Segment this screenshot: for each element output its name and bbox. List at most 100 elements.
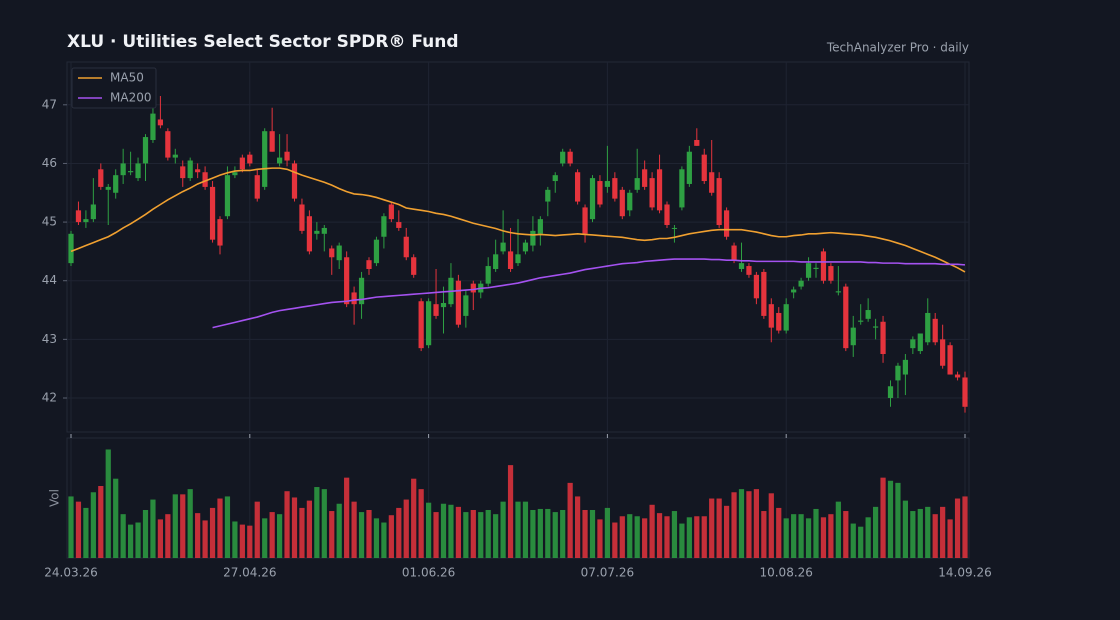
volume-bar [820,517,827,558]
volume-bar [642,518,648,558]
volume-bar [485,510,491,558]
volume-bar [619,516,625,558]
candle-body [425,301,432,346]
volume-bar [336,503,342,558]
volume-bar [507,465,514,558]
candle-body [291,163,298,199]
candle-body [872,326,879,328]
candle-body [805,263,812,278]
candle-body [463,295,469,316]
volume-bar [567,482,573,558]
volume-bar [656,513,663,558]
candle-body [567,151,573,164]
candle-body [738,263,745,269]
volume-bar [835,501,841,558]
volume-bar [887,480,894,558]
candle-body [68,233,74,264]
candle-body [910,339,916,349]
candle-body [500,242,506,252]
candle-body [642,169,648,187]
volume-bar [209,507,216,558]
candle-body [195,169,201,173]
volume-bar [195,513,201,558]
volume-bar [299,507,305,558]
y-tick-label: 43 [42,332,57,346]
volume-bar [686,517,692,558]
candle-body [716,178,722,226]
candle-body [403,236,409,258]
volume-bar [746,491,752,558]
candle-body [299,204,305,231]
volume-bar [865,517,871,558]
candle-body [381,216,387,237]
volume-bar [813,508,819,558]
volume-bar [455,506,462,558]
volume-bar [694,516,700,558]
candle-body [701,154,707,182]
volume-bar [895,482,901,558]
candle-body [411,257,417,275]
volume-bar [113,478,119,558]
candle-body [344,257,350,305]
legend-label: MA50 [110,71,144,85]
volume-bar [954,498,961,558]
candle-body [723,210,730,237]
candle-body [619,189,625,217]
volume-bar [396,507,402,558]
volume-bar [940,506,946,558]
volume-bar [127,524,134,558]
candle-body [947,345,953,375]
volume-bar [783,518,789,558]
volume-bar [709,498,715,558]
candle-body [850,327,856,346]
volume-bar [83,507,89,558]
candle-body [217,219,223,246]
volume-bar [157,519,164,558]
candle-body [820,251,827,281]
candle-body [172,154,178,158]
volume-bar [291,497,298,558]
volume-bar [150,499,156,558]
volume-bar [582,510,588,558]
chart-title: XLU · Utilities Select Sector SPDR® Fund [67,32,459,52]
volume-bar [858,526,864,558]
volume-bar [202,520,208,558]
volume-bar [537,508,543,558]
volume-bar [798,514,804,558]
y-tick-label: 46 [42,156,57,170]
volume-bar [105,449,111,558]
volume-bar [321,489,327,558]
candle-body [105,186,111,190]
candle-body [351,292,357,305]
volume-bar [738,489,745,558]
volume-bar [142,510,149,558]
volume-bar [135,522,141,558]
candle-body [202,172,208,187]
volume-bar [589,510,596,558]
volume-bar [753,489,760,558]
candle-body [656,169,663,211]
y-tick-label: 42 [42,390,57,404]
candle-body [314,230,320,234]
candle-body [247,154,253,164]
ma-line [212,258,966,329]
volume-bar [947,519,953,558]
volume-bar [120,514,126,558]
candle-body [686,151,692,184]
y-tick-label: 47 [42,97,57,111]
volume-bar [254,501,260,558]
volume-bar [500,501,506,558]
candle-body [262,131,268,187]
candle-body [396,222,402,228]
volume-bar [530,510,536,558]
volume-bar [224,496,231,558]
volume-bar [560,510,566,558]
candle-body [239,157,245,170]
volume-bar [75,501,82,558]
volume-bar [679,523,685,558]
volume-bar [962,496,968,558]
volume-bar [805,518,812,558]
volume-bar [329,511,335,558]
volume-bar [776,507,782,558]
